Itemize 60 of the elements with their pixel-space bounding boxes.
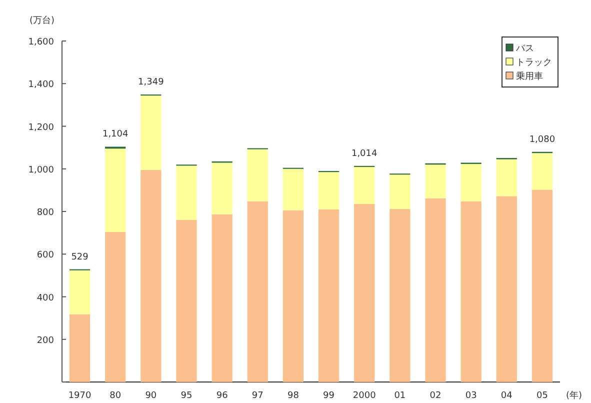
bar <box>460 164 482 202</box>
bar <box>460 201 482 382</box>
bar <box>69 314 90 382</box>
bar <box>425 164 446 198</box>
bar <box>212 214 232 382</box>
legend-label: 乗用車 <box>516 71 543 82</box>
y-tick-label: 400 <box>36 293 54 304</box>
x-axis-title: (年) <box>566 390 582 401</box>
bar <box>247 201 268 382</box>
bar <box>354 204 375 382</box>
bar <box>425 198 446 382</box>
y-tick-label: 200 <box>36 336 54 346</box>
bar <box>496 196 517 382</box>
legend-label: トラック <box>516 58 552 68</box>
total-label: 529 <box>71 252 89 262</box>
y-tick-label: 600 <box>36 250 54 261</box>
total-label: 1,104 <box>102 130 129 140</box>
total-label: 1,080 <box>529 134 556 145</box>
bar <box>140 96 162 170</box>
x-tick-label: 95 <box>180 391 192 401</box>
bar <box>532 190 553 382</box>
bar <box>105 148 126 232</box>
bar <box>390 174 410 209</box>
y-tick-label: 800 <box>36 208 54 218</box>
bar <box>140 170 162 382</box>
bar <box>354 166 375 204</box>
bar <box>176 166 197 220</box>
x-tick-label: 2000 <box>352 391 376 401</box>
legend-label: バス <box>515 44 534 54</box>
bar <box>176 220 197 382</box>
x-tick-label: 97 <box>252 391 264 401</box>
total-label: 1,014 <box>351 148 378 159</box>
bar <box>496 159 517 196</box>
x-tick-label: 05 <box>536 391 548 401</box>
bar <box>69 270 90 314</box>
x-tick-label: 03 <box>465 391 477 401</box>
bar <box>318 172 340 210</box>
x-tick-label: 98 <box>287 391 300 401</box>
bar <box>532 153 553 190</box>
y-tick-label: 1,600 <box>28 38 54 48</box>
bar <box>282 168 304 210</box>
y-tick-label: 1,400 <box>28 80 54 90</box>
y-tick-label: 1,000 <box>28 165 54 176</box>
y-tick-label: 1,200 <box>28 122 54 133</box>
bar <box>247 149 268 202</box>
bar <box>105 232 126 382</box>
bar <box>212 162 232 214</box>
x-tick-label: 04 <box>500 391 513 401</box>
x-tick-label: 96 <box>216 391 228 401</box>
x-tick-label: 80 <box>110 391 122 401</box>
x-tick-label: 01 <box>394 391 406 401</box>
bar <box>390 208 410 382</box>
x-tick-label: 1970 <box>68 391 92 401</box>
bar <box>282 210 304 382</box>
x-tick-label: 99 <box>323 391 335 401</box>
x-tick-label: 02 <box>430 391 442 401</box>
bar <box>318 209 340 382</box>
x-tick-label: 90 <box>145 391 157 401</box>
y-axis-title: (万台) <box>29 15 55 26</box>
total-label: 1,349 <box>138 77 164 88</box>
